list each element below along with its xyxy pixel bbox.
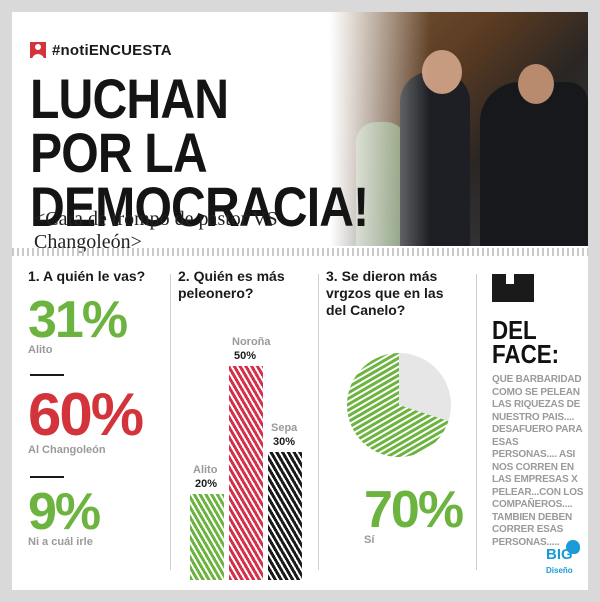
stat-label: Al Changoleón [28,444,106,456]
elephant-icon [566,540,580,554]
stat-label: Ni a cuál irle [28,536,93,548]
headline: LUCHAN POR LA DEMOCRACIA! [30,67,369,238]
question-1: 1. A quién le vas? 31% Alito 60% Al Chan… [28,268,162,580]
pie-slice-yes [347,353,449,457]
divider [318,274,319,570]
stat-percent: 9% [28,483,101,541]
hashtag-text: #notiENCUESTA [52,41,172,59]
photo-figure [480,82,588,246]
question-title: 1. A quién le vas? [28,268,146,284]
subtitle: <Cara de trompo de pastor VS Changoleón> [34,208,278,253]
divider [170,274,171,570]
infographic: #notiENCUESTA LUCHAN POR LA DEMOCRACIA! … [12,12,588,590]
bar-category-label: Alito [193,464,218,476]
bar-alito [190,494,224,580]
header: #notiENCUESTA LUCHAN POR LA DEMOCRACIA! … [12,12,588,253]
bar-noroña [229,366,263,580]
question-2: 2. Quién es más peleonero? Alito 20% Noroñ… [178,268,310,580]
logo-text: BIG [546,546,573,563]
face-comment-text: QUE BARBARIDAD COMO SE PELEAN LAS RIQUEZ… [492,374,584,548]
news-photo [330,12,588,246]
face-title-line: FACE: [492,339,560,369]
bar-value-label: 20% [195,478,218,490]
divider [12,248,588,256]
user-icon [30,42,46,58]
stat-percent: 70% [364,481,464,539]
stat-percent: 31% [28,291,128,349]
face-title-line: DEL [492,315,537,345]
headline-line: LUCHAN POR LA [30,67,229,184]
bar-chart: Alito 20% Noroña 50% Sepa 30% [190,318,310,580]
divider [476,274,477,570]
bar-sepa [268,452,302,580]
brand-logo: BIG Diseño [546,540,588,588]
bar-category-label: Noroña [232,336,271,348]
divider [30,374,64,376]
stat-item: 9% Ni a cuál irle [28,483,101,548]
stat-item: 31% Alito [28,291,128,356]
bar-value-label: 30% [273,436,296,448]
logo-subtext: Diseño [546,566,573,575]
question-title: 3. Se dieron más vrgzos que en las del C… [326,268,444,318]
headline-line: DEMOCRACIA! [30,175,369,238]
hashtag: #notiENCUESTA [30,40,172,60]
stat-percent: 60% [28,381,144,448]
stat-item: 70% Sí [364,481,464,546]
stat-label: Alito [28,344,53,356]
bar-value-label: 50% [234,350,257,362]
face-title: DEL FACE: [492,315,560,369]
photo-figure [518,64,554,104]
divider [30,476,64,478]
stat-label: Sí [364,534,375,546]
stat-item: 60% Al Changoleón [28,381,144,457]
question-3: 3. Se dieron más vrgzos que en las del C… [326,268,472,580]
question-title: 2. Quién es más peleonero? [178,268,285,301]
facebook-comment: DEL FACE: QUE BARBARIDAD COMO SE PELEAN … [482,268,583,580]
pie-chart [347,353,451,457]
bar-category-label: Sepa [271,422,298,434]
quote-icon [492,274,534,302]
